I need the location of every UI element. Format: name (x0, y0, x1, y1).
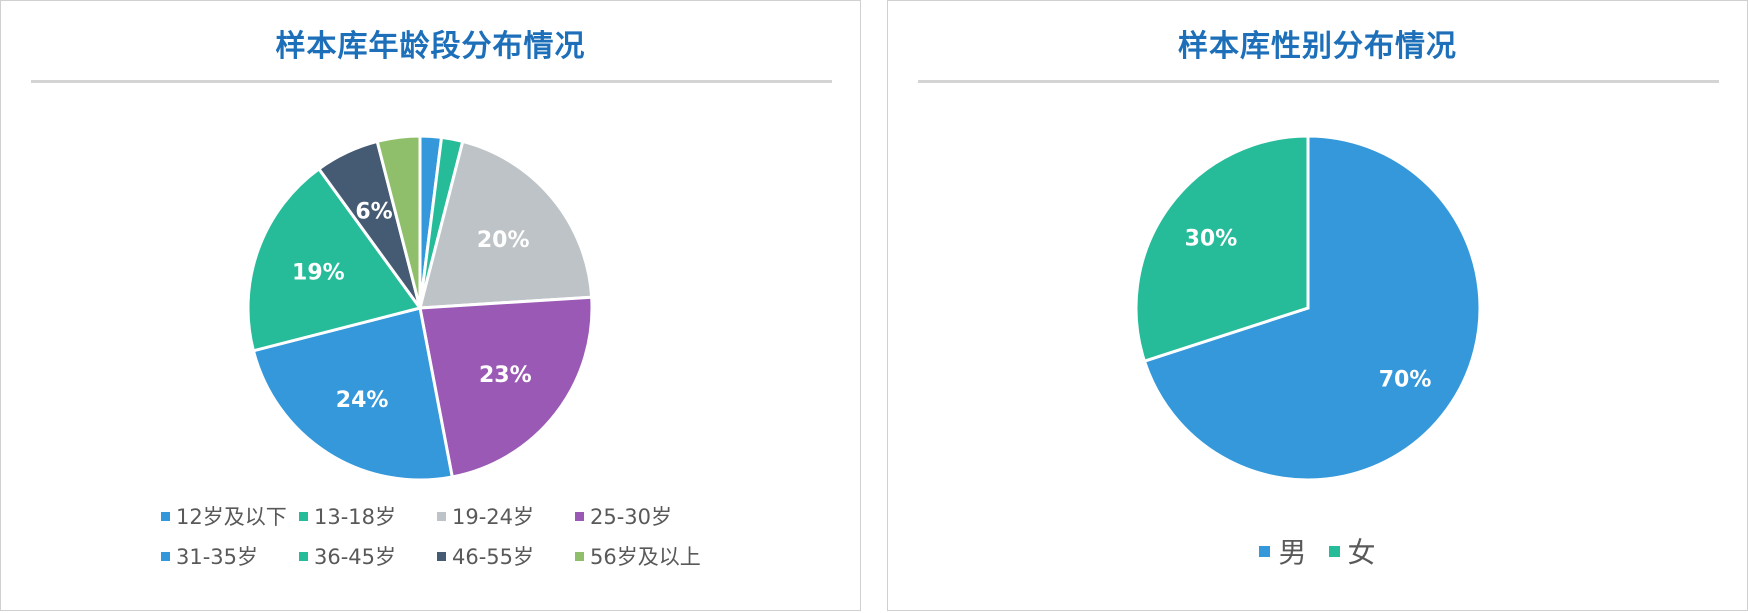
age-legend-swatch-3 (575, 511, 584, 521)
age-legend-swatch-0 (161, 511, 170, 521)
age-slice-2 (418, 139, 594, 310)
age-legend-swatch-6 (437, 551, 446, 561)
age-legend-label-5: 36-45岁 (314, 545, 397, 569)
age-slice-label-6: 6% (355, 199, 392, 224)
age-legend-label-6: 46-55岁 (452, 545, 535, 569)
age-slice-label-4: 24% (336, 388, 389, 413)
age-slice-label-3: 23% (479, 363, 532, 388)
age-legend-item-5: 36-45岁 (299, 541, 437, 571)
age-legend-label-2: 19-24岁 (452, 505, 535, 529)
gender-chart-panel: 样本库性别分布情况 70% 30% 男女 (887, 0, 1748, 611)
age-slice-label-5: 19% (292, 260, 345, 285)
age-slice-3 (418, 295, 594, 479)
age-legend-item-4: 31-35岁 (161, 541, 299, 571)
gender-legend-item-0: 男 (1259, 531, 1307, 571)
gender-slice-1 (1134, 134, 1310, 364)
age-title-divider (31, 80, 832, 83)
gender-legend: 男女 (888, 531, 1747, 571)
age-legend-swatch-2 (437, 511, 446, 521)
age-legend: 12岁及以下 13-18岁 19-24岁 25-30岁 31-35岁 36-45岁 46-5… (161, 501, 721, 571)
gender-slice-0 (1142, 134, 1482, 482)
age-chart-title: 样本库年龄段分布情况 (275, 29, 586, 64)
gender-legend-item-1: 女 (1328, 531, 1376, 571)
age-legend-label-0: 12岁及以下 (176, 505, 287, 529)
age-slice-label-2: 20% (477, 228, 530, 253)
age-legend-label-4: 31-35岁 (176, 545, 259, 569)
age-legend-swatch-7 (575, 551, 584, 561)
age-legend-item-2: 19-24岁 (437, 501, 575, 531)
age-slice-4 (251, 306, 454, 482)
age-chart-panel: 样本库年龄段分布情况 20% 23% 24% 19% 6% 12岁及以下 13-18岁 19… (0, 0, 861, 611)
age-legend-item-6: 46-55岁 (437, 541, 575, 571)
age-legend-swatch-1 (299, 511, 308, 521)
age-legend-item-0: 12岁及以下 (161, 501, 299, 531)
age-legend-swatch-5 (299, 551, 308, 561)
age-legend-label-1: 13-18岁 (314, 505, 397, 529)
gender-pie-chart: 70% 30% (1134, 134, 1482, 482)
age-legend-item-7: 56岁及以上 (575, 541, 713, 571)
age-legend-label-7: 56岁及以上 (590, 545, 701, 569)
age-legend-label-3: 25-30岁 (590, 505, 673, 529)
age-legend-item-1: 13-18岁 (299, 501, 437, 531)
age-legend-item-3: 25-30岁 (575, 501, 713, 531)
gender-legend-label-0: 男 (1278, 536, 1307, 569)
age-slice-7 (375, 134, 422, 309)
gender-slice-label-1: 30% (1185, 226, 1238, 251)
gender-slice-label-0: 70% (1379, 368, 1432, 393)
gender-chart-title: 样本库性别分布情况 (1178, 29, 1457, 64)
gender-legend-swatch-1 (1328, 545, 1340, 557)
gender-legend-swatch-0 (1259, 545, 1271, 557)
gender-legend-label-1: 女 (1347, 536, 1376, 569)
age-slice-5 (246, 166, 423, 353)
age-pie-chart: 20% 23% 24% 19% 6% (246, 134, 594, 482)
gender-title-divider (918, 80, 1719, 83)
age-legend-swatch-4 (161, 551, 170, 561)
